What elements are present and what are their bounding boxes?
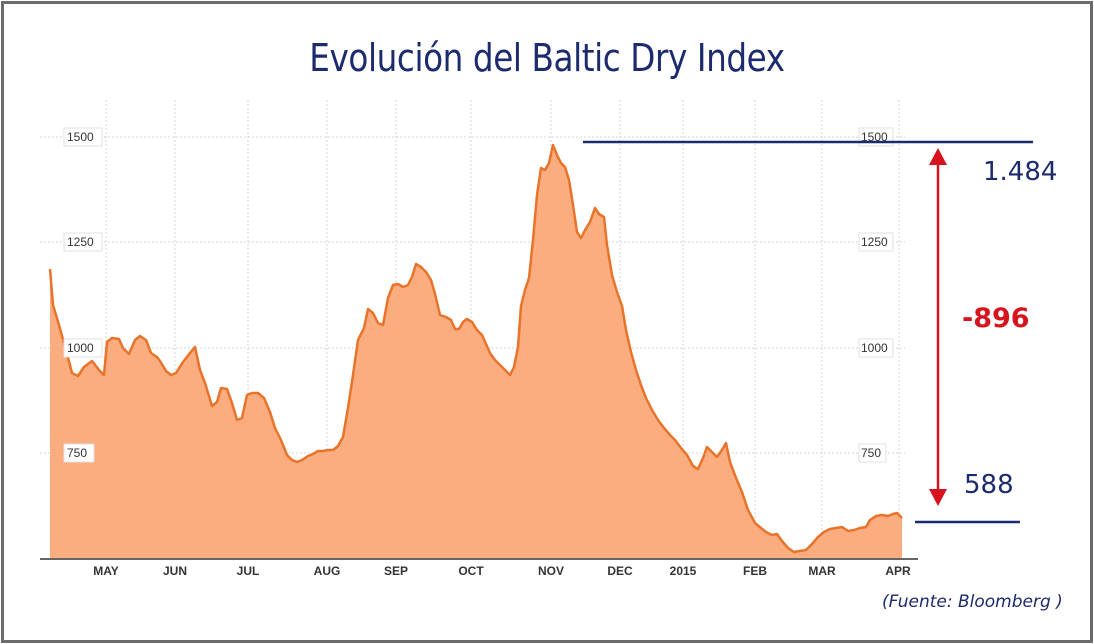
right-y-axis: 1500 1250 1000 750 [858, 127, 894, 463]
xtick-jul: JUL [237, 564, 260, 578]
right-ytick-1250: 1250 [861, 235, 888, 249]
xtick-dec: DEC [607, 564, 633, 578]
xtick-may: MAY [93, 564, 119, 578]
chart-title: Evolución del Baltic Dry Index [309, 36, 785, 80]
left-ytick-1500: 1500 [67, 130, 94, 144]
xtick-nov: NOV [538, 564, 564, 578]
min-value-label: 588 [964, 470, 1014, 500]
xtick-apr: APR [885, 564, 911, 578]
right-ytick-1000: 1000 [861, 341, 888, 355]
right-ytick-750: 750 [861, 446, 881, 460]
change-value-label: -896 [962, 303, 1030, 334]
xtick-sep: SEP [384, 564, 408, 578]
xtick-jun: JUN [163, 564, 187, 578]
xtick-oct: OCT [458, 564, 484, 578]
xtick-feb: FEB [743, 564, 767, 578]
x-axis-labels: MAY JUN JUL AUG SEP OCT NOV DEC 2015 FEB… [93, 564, 911, 578]
xtick-mar: MAR [808, 564, 836, 578]
double-arrow-icon [929, 148, 947, 506]
xtick-2015: 2015 [670, 564, 697, 578]
left-y-axis: 1500 1250 1000 750 [63, 127, 103, 463]
left-ytick-1000: 1000 [67, 341, 94, 355]
source-caption: (Fuente: Bloomberg ) [882, 592, 1063, 612]
max-value-label: 1.484 [983, 157, 1058, 187]
index-line [48, 143, 903, 554]
area-fill [50, 145, 902, 558]
right-ytick-1500: 1500 [861, 130, 888, 144]
left-ytick-1250: 1250 [67, 235, 94, 249]
left-ytick-750: 750 [67, 446, 87, 460]
xtick-aug: AUG [314, 564, 341, 578]
